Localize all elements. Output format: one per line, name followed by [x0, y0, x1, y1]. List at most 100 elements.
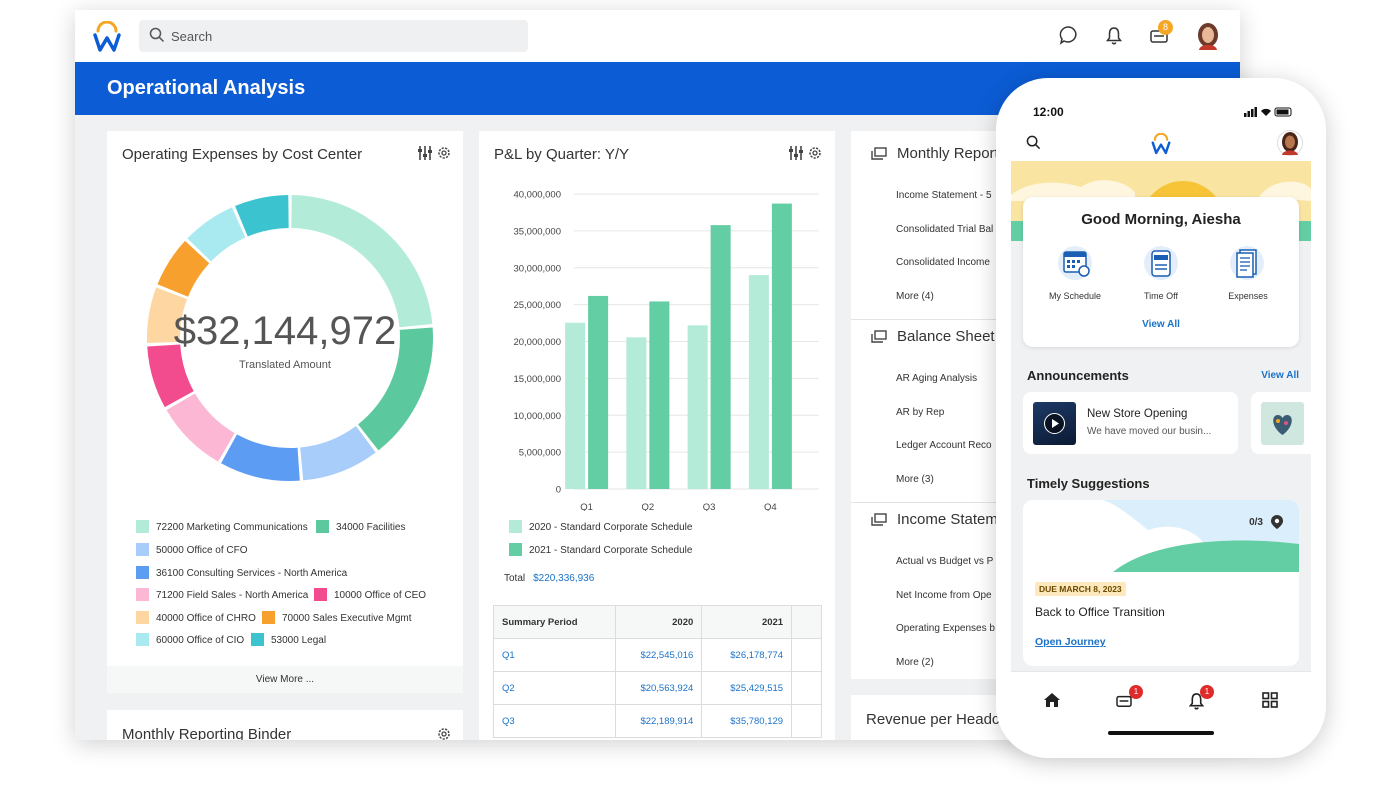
legend-item: 40000 Office of CHRO: [136, 611, 256, 624]
more-link[interactable]: More (3): [896, 474, 934, 485]
workday-logo-icon: [1151, 133, 1171, 155]
donut-segment[interactable]: [300, 426, 376, 481]
home-icon[interactable]: [1043, 692, 1061, 708]
announcement-card[interactable]: New Store Opening We have moved our busi…: [1023, 392, 1238, 454]
my-schedule-button[interactable]: [1035, 243, 1115, 288]
timely-suggestions-title: Timely Suggestions: [1027, 476, 1150, 491]
gear-icon[interactable]: [436, 726, 452, 740]
report-link[interactable]: Actual vs Budget vs P: [896, 556, 994, 567]
period-cell[interactable]: Q2: [492, 671, 617, 705]
search-input[interactable]: [171, 20, 511, 52]
announcements-title: Announcements: [1027, 368, 1129, 383]
apps-grid-icon[interactable]: [1262, 692, 1278, 708]
legend-swatch: [509, 543, 522, 556]
announcement-card[interactable]: [1251, 392, 1311, 454]
inbox-count-badge: 8: [1158, 20, 1173, 35]
period-cell[interactable]: Q1: [492, 638, 617, 672]
report-link[interactable]: Consolidated Trial Bal: [896, 224, 994, 235]
legend-label: 72200 Marketing Communications: [156, 522, 308, 533]
value-cell[interactable]: $22,189,914: [615, 704, 703, 738]
report-link[interactable]: Net Income from Ope: [896, 590, 992, 601]
report-section-title[interactable]: Balance Sheet R: [871, 328, 1010, 345]
filter-sliders-icon[interactable]: [417, 145, 433, 161]
view-more-button[interactable]: View More ...: [107, 666, 463, 693]
chat-icon[interactable]: [1059, 25, 1079, 45]
donut-segment[interactable]: [147, 287, 188, 344]
bar[interactable]: [710, 225, 731, 489]
more-link[interactable]: More (4): [896, 291, 934, 302]
bell-icon[interactable]: [1106, 26, 1122, 45]
user-avatar[interactable]: [1277, 130, 1303, 156]
quick-action-label: My Schedule: [1048, 291, 1102, 301]
bar[interactable]: [588, 295, 609, 489]
donut-segment[interactable]: [157, 240, 210, 297]
receipt-icon: [1230, 246, 1264, 280]
announcements-view-all-link[interactable]: View All: [1261, 370, 1299, 381]
donut-segment[interactable]: [291, 195, 433, 328]
donut-segment[interactable]: [187, 207, 246, 262]
bar[interactable]: [649, 301, 670, 489]
value-cell[interactable]: $22,545,016: [615, 638, 703, 672]
notifications-badge: 1: [1200, 685, 1214, 699]
suitcase-icon: [1144, 246, 1178, 280]
y-tick-label: 10,000,000: [513, 411, 561, 422]
time-off-button[interactable]: [1121, 243, 1201, 288]
value-cell[interactable]: $35,780,129: [701, 704, 793, 738]
legend-label: 34000 Facilities: [336, 522, 406, 533]
inbox-icon[interactable]: [1115, 694, 1133, 708]
column-header[interactable]: Summary Period: [492, 605, 617, 639]
open-journey-link[interactable]: Open Journey: [1035, 636, 1106, 648]
legend-item: 10000 Office of CEO: [314, 588, 426, 601]
donut-segment[interactable]: [166, 393, 235, 462]
report-link[interactable]: AR Aging Analysis: [896, 373, 978, 384]
report-link[interactable]: Income Statement - 5: [896, 190, 992, 201]
report-section-title[interactable]: Income Stateme: [871, 511, 1006, 528]
legend-label: 71200 Field Sales - North America: [156, 590, 309, 601]
legend-item: 34000 Facilities: [316, 520, 405, 533]
table-header-row: Summary Period 2020 2021: [492, 605, 822, 639]
donut-segment[interactable]: [235, 195, 289, 237]
search-icon[interactable]: [1026, 135, 1041, 150]
bar[interactable]: [748, 275, 769, 489]
donut-segment[interactable]: [147, 344, 194, 408]
y-tick-label: 40,000,000: [513, 190, 561, 201]
gear-icon[interactable]: [436, 145, 452, 161]
workday-logo-icon[interactable]: [93, 21, 121, 53]
suggestion-card[interactable]: 0/3 DUE MARCH 8, 2023 Back to Office Tra…: [1023, 500, 1299, 666]
legend-swatch: [251, 633, 264, 646]
report-link[interactable]: AR by Rep: [896, 407, 945, 418]
filter-sliders-icon[interactable]: [788, 145, 804, 161]
search-bar[interactable]: [139, 20, 528, 52]
phone-notch: [1081, 91, 1241, 119]
more-link[interactable]: More (2): [896, 657, 934, 668]
column-header[interactable]: 2020: [615, 605, 703, 639]
bar[interactable]: [771, 203, 792, 489]
quick-actions-view-all-link[interactable]: View All: [1142, 319, 1180, 330]
total-value[interactable]: $220,336,936: [533, 573, 595, 584]
expenses-button[interactable]: [1207, 243, 1287, 288]
legend-item: 53000 Legal: [251, 633, 326, 646]
column-header[interactable]: 2021: [701, 605, 793, 639]
bar[interactable]: [565, 322, 586, 489]
bar[interactable]: [687, 325, 708, 489]
value-cell[interactable]: $25,429,515: [701, 671, 793, 705]
due-date-badge: DUE MARCH 8, 2023: [1035, 582, 1126, 596]
bell-icon[interactable]: [1189, 692, 1204, 710]
donut-segment[interactable]: [221, 434, 300, 482]
report-link[interactable]: Consolidated Income: [896, 257, 990, 268]
legend-label: 2020 - Standard Corporate Schedule: [529, 522, 693, 533]
section-title-text: Income Stateme: [897, 511, 1007, 528]
user-avatar[interactable]: [1195, 22, 1221, 50]
period-cell[interactable]: Q3: [492, 704, 617, 738]
report-section-title[interactable]: Monthly Reporti: [871, 145, 1002, 162]
report-link[interactable]: Operating Expenses b: [896, 623, 995, 634]
report-link[interactable]: Ledger Account Reco: [896, 440, 992, 451]
play-icon[interactable]: [1044, 413, 1065, 434]
donut-segment[interactable]: [358, 327, 433, 451]
legend-label: 70000 Sales Executive Mgmt: [282, 613, 412, 624]
value-cell[interactable]: $26,178,774: [701, 638, 793, 672]
gear-icon[interactable]: [807, 145, 823, 161]
value-cell[interactable]: $20,563,924: [615, 671, 703, 705]
bar[interactable]: [626, 337, 647, 489]
donut-chart: [147, 195, 433, 482]
